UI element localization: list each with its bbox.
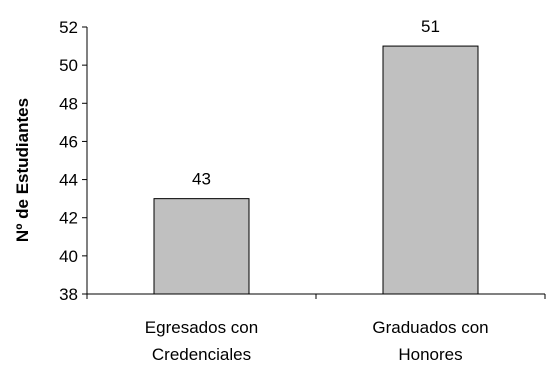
bar <box>382 45 479 295</box>
y-tick-label: 50 <box>59 56 78 75</box>
data-label: 43 <box>192 170 211 189</box>
plot-area: 38 40 42 44 46 48 50 52 43 Egresados con Credencia… <box>59 17 546 364</box>
data-label: 51 <box>421 17 440 36</box>
y-tick-label: 44 <box>59 171 78 190</box>
x-category-label: Graduados con <box>372 318 488 337</box>
y-tick-label: 40 <box>59 247 78 266</box>
x-category-label: Egresados con <box>145 318 258 337</box>
x-category-label: Credenciales <box>152 345 251 364</box>
y-tick-label: 38 <box>59 285 78 304</box>
y-tick-label: 52 <box>59 18 78 37</box>
x-category-label: Honores <box>398 345 462 364</box>
y-tick-label: 46 <box>59 132 78 151</box>
bar <box>153 198 250 295</box>
y-tick-label: 48 <box>59 94 78 113</box>
y-tick-label: 42 <box>59 209 78 228</box>
y-axis-title: Nº de Estudiantes <box>13 98 32 242</box>
